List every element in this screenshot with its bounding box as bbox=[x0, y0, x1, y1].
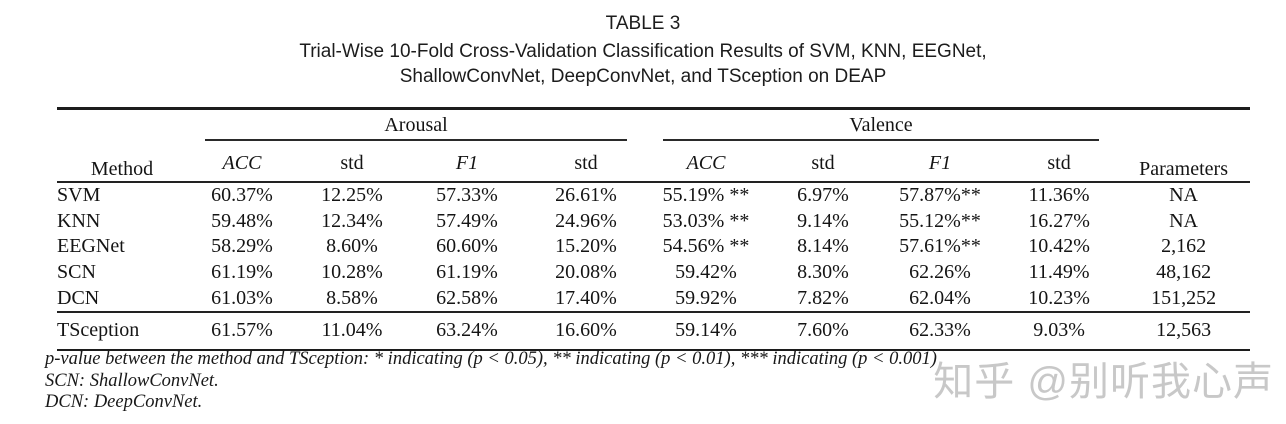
value-cell: 11.49% bbox=[1028, 261, 1090, 284]
valence-std2-header: std bbox=[1001, 141, 1118, 183]
valence-f1-header: F1 bbox=[879, 141, 1002, 183]
value-cell: 61.03% bbox=[211, 286, 273, 309]
value-cell: 15.20% bbox=[555, 235, 617, 258]
value-cell: 62.26% bbox=[909, 261, 971, 284]
value-cell: 59.48% bbox=[211, 209, 273, 232]
method-cell: SCN bbox=[57, 261, 96, 284]
arousal-group-rule bbox=[205, 139, 628, 141]
value-cell: 55.12%** bbox=[899, 209, 981, 232]
table-row-tsception: TSception 61.57% 11.04% 63.24% 16.60% 59.14% 7… bbox=[57, 311, 1251, 350]
footnote-pvalue: p-value between the method and TSception… bbox=[45, 349, 937, 369]
value-cell: 62.58% bbox=[436, 286, 498, 309]
table-number: TABLE 3 bbox=[605, 13, 681, 34]
arousal-std2-header: std bbox=[527, 141, 646, 183]
value-cell: 16.60% bbox=[555, 319, 617, 342]
value-cell: 59.42% bbox=[675, 261, 737, 284]
value-cell: NA bbox=[1169, 184, 1198, 207]
zhihu-watermark: 知乎 @别听我心声 bbox=[933, 360, 1274, 404]
value-cell: 26.61% bbox=[555, 184, 617, 207]
table-row: KNN 59.48% 12.34% 57.49% 24.96% 53.03% ** 9.14… bbox=[57, 209, 1250, 235]
value-cell: 11.36% bbox=[1028, 184, 1090, 207]
method-cell: TSception bbox=[57, 319, 140, 342]
table-row: SCN 61.19% 10.28% 61.19% 20.08% 59.42% 8.30% 62… bbox=[57, 260, 1250, 286]
table-caption: TABLE 3 Trial-Wise 10-Fold Cross-Validat… bbox=[0, 13, 1286, 89]
value-cell: 57.49% bbox=[436, 209, 498, 232]
caption-line-2: ShallowConvNet, DeepConvNet, and TScepti… bbox=[399, 65, 887, 87]
value-cell: 57.87%** bbox=[899, 184, 981, 207]
value-cell: 12,563 bbox=[1156, 319, 1212, 342]
table-body: SVM 60.37% 12.25% 57.33% 26.61% 55.19% ** 6.97… bbox=[57, 182, 1251, 350]
arousal-f1-header: F1 bbox=[407, 141, 527, 183]
method-cell: KNN bbox=[57, 209, 101, 232]
value-cell: 9.03% bbox=[1033, 319, 1085, 342]
value-cell: 8.30% bbox=[797, 261, 849, 284]
value-cell: 61.57% bbox=[211, 319, 273, 342]
value-cell: 12.25% bbox=[321, 184, 383, 207]
value-cell: 61.19% bbox=[211, 261, 273, 284]
arousal-group-label: Arousal bbox=[384, 114, 448, 136]
value-cell: 63.24% bbox=[436, 319, 498, 342]
group-header-row: Method Arousal Valence Parameters bbox=[57, 108, 1251, 183]
value-cell: 53.03% ** bbox=[662, 209, 750, 232]
parameters-column-header: Parameters bbox=[1117, 108, 1251, 183]
results-table: Method Arousal Valence Parameters ACC st… bbox=[57, 107, 1251, 351]
method-cell: SVM bbox=[57, 184, 101, 207]
valence-group-header: Valence bbox=[645, 109, 1117, 141]
value-cell: 57.61%** bbox=[899, 235, 981, 258]
value-cell: 6.97% bbox=[797, 184, 849, 207]
value-cell: 8.60% bbox=[326, 235, 378, 258]
value-cell: 17.40% bbox=[555, 286, 617, 309]
footnote-scn: SCN: ShallowConvNet. bbox=[45, 370, 219, 391]
arousal-group-header: Arousal bbox=[187, 109, 645, 141]
arousal-acc-header: ACC bbox=[187, 141, 297, 183]
valence-group-rule bbox=[663, 139, 1100, 141]
value-cell: 61.19% bbox=[436, 261, 498, 284]
value-cell: 54.56% ** bbox=[662, 235, 750, 258]
value-cell: 58.29% bbox=[211, 235, 273, 258]
footnotes: p-value between the method and TSception… bbox=[45, 349, 937, 414]
value-cell: 62.04% bbox=[909, 286, 971, 309]
table-row: EEGNet 58.29% 8.60% 60.60% 15.20% 54.56% ** 8.… bbox=[57, 234, 1250, 260]
method-column-header: Method bbox=[57, 108, 187, 183]
value-cell: 59.92% bbox=[675, 286, 737, 309]
value-cell: NA bbox=[1169, 209, 1198, 232]
value-cell: 55.19% ** bbox=[662, 184, 750, 207]
method-cell: EEGNet bbox=[57, 235, 125, 258]
value-cell: 10.28% bbox=[321, 261, 383, 284]
table-row: DCN 61.03% 8.58% 62.58% 17.40% 59.92% 7.82% 62.… bbox=[57, 285, 1250, 312]
value-cell: 8.58% bbox=[326, 286, 378, 309]
value-cell: 7.82% bbox=[797, 286, 849, 309]
value-cell: 8.14% bbox=[797, 235, 849, 258]
value-cell: 60.60% bbox=[436, 235, 498, 258]
valence-acc-header: ACC bbox=[645, 141, 768, 183]
value-cell: 10.23% bbox=[1028, 286, 1090, 309]
footnote-dcn: DCN: DeepConvNet. bbox=[45, 392, 203, 412]
value-cell: 59.14% bbox=[675, 319, 737, 342]
value-cell: 10.42% bbox=[1028, 235, 1090, 258]
valence-std1-header: std bbox=[767, 141, 880, 183]
value-cell: 2,162 bbox=[1161, 235, 1207, 258]
value-cell: 11.04% bbox=[321, 319, 383, 342]
sub-header-row: ACC std F1 std ACC std F1 std bbox=[57, 141, 1250, 183]
value-cell: 48,162 bbox=[1156, 261, 1212, 284]
value-cell: 60.37% bbox=[211, 184, 273, 207]
arousal-std1-header: std bbox=[297, 141, 407, 183]
value-cell: 24.96% bbox=[555, 209, 617, 232]
value-cell: 57.33% bbox=[436, 184, 498, 207]
value-cell: 9.14% bbox=[797, 209, 849, 232]
valence-group-label: Valence bbox=[849, 114, 913, 136]
value-cell: 20.08% bbox=[555, 261, 617, 284]
value-cell: 62.33% bbox=[909, 319, 971, 342]
value-cell: 7.60% bbox=[797, 319, 849, 342]
table-row: SVM 60.37% 12.25% 57.33% 26.61% 55.19% ** 6.97… bbox=[57, 182, 1250, 209]
method-cell: DCN bbox=[57, 286, 100, 309]
caption-line-1: Trial-Wise 10-Fold Cross-Validation Clas… bbox=[299, 41, 987, 62]
value-cell: 16.27% bbox=[1028, 209, 1090, 232]
value-cell: 151,252 bbox=[1151, 286, 1217, 309]
value-cell: 12.34% bbox=[321, 209, 383, 232]
